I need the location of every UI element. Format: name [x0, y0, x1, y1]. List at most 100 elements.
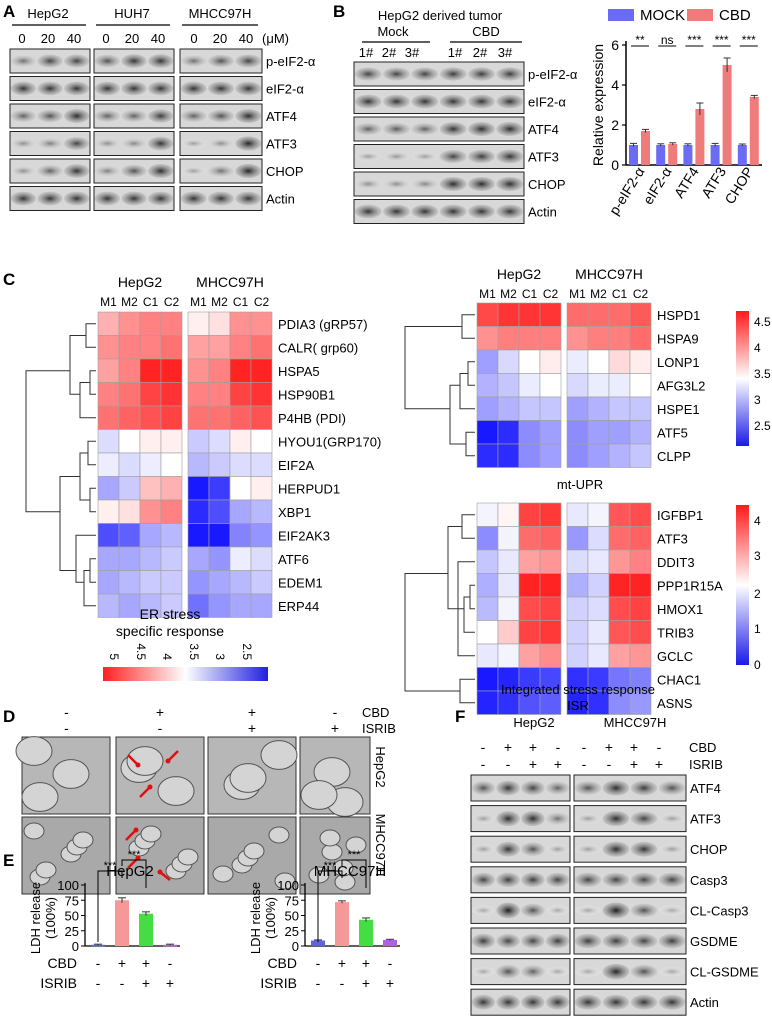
- blot-band: [545, 812, 570, 825]
- heatmap-cell: [476, 349, 499, 374]
- column-label: C2: [543, 287, 559, 301]
- heatmap-cell: [518, 302, 541, 327]
- legend-swatch-mock: [608, 9, 634, 21]
- treatment-sign: +: [529, 756, 537, 772]
- blot-band: [574, 994, 602, 1010]
- blot-band: [411, 94, 439, 109]
- cell-blob: [157, 776, 195, 806]
- blot-band: [383, 67, 410, 81]
- heatmap-cell: [187, 311, 210, 336]
- heatmap-cell: [97, 405, 120, 430]
- treatment-sign: +: [156, 704, 164, 720]
- heatmap-cell: [497, 502, 520, 527]
- chart-title: MHCC97H: [314, 863, 387, 880]
- heatmap-cell: [587, 302, 610, 327]
- dose-label: 0: [18, 31, 25, 46]
- panel-label-e: E: [3, 851, 14, 870]
- heatmap-cell: [566, 596, 589, 621]
- heatmap-cell: [629, 396, 652, 421]
- blot-band: [94, 110, 121, 122]
- y-tick-label: 6: [611, 37, 619, 53]
- y-tick-label: 25: [65, 924, 79, 939]
- gene-label: CALR( grp60): [278, 340, 358, 355]
- ldh-bar: [335, 902, 349, 946]
- heatmap-cell: [139, 570, 162, 595]
- heatmap-cell: [587, 443, 610, 468]
- cell-blob: [319, 829, 341, 847]
- heatmap-cell: [139, 499, 162, 524]
- treatment-sign: -: [168, 955, 173, 971]
- significance-label: ***: [715, 33, 729, 47]
- treatment-sign: +: [338, 955, 346, 971]
- bar-cbd: [695, 109, 705, 165]
- cell-blob: [15, 736, 53, 766]
- blot-band: [574, 933, 602, 949]
- heatmap-cell: [208, 335, 231, 360]
- heatmap-cell: [497, 549, 520, 574]
- heatmap-cell: [97, 358, 120, 383]
- blot-row-label: CHOP: [528, 177, 566, 192]
- heatmap-cell: [497, 643, 520, 668]
- blot-band: [521, 872, 545, 888]
- heatmap-cell: [566, 502, 589, 527]
- heatmap-cell: [497, 396, 520, 421]
- blot-row-label: Actin: [528, 205, 557, 220]
- bar-mock: [710, 145, 720, 165]
- blot-band: [630, 841, 658, 857]
- blot-band: [180, 166, 207, 176]
- heatmap-cell: [608, 349, 631, 374]
- heatmap-cell: [229, 382, 252, 407]
- heatmap-cell: [587, 620, 610, 645]
- blot-band: [602, 872, 630, 887]
- blot-strip: [353, 199, 525, 224]
- bar-mock: [656, 145, 666, 165]
- heatmap-cell: [160, 499, 183, 524]
- gene-label: XBP1: [278, 505, 311, 520]
- row-label-cbd: CBD: [47, 955, 77, 971]
- heatmap-cell: [208, 429, 231, 454]
- heatmap-cell: [139, 429, 162, 454]
- heatmap-cell: [497, 573, 520, 598]
- treatment-sign: +: [630, 739, 638, 755]
- dendrogram-branch: [461, 314, 475, 339]
- panel-f-header: HepG2 MHCC97H CBD ISRIB: [513, 715, 723, 772]
- heatmap-cell: [250, 570, 273, 595]
- ldh-bar: [383, 939, 397, 946]
- blot-band: [208, 191, 234, 206]
- dendrogram-branch: [447, 526, 462, 610]
- heatmap-cell: [160, 523, 183, 548]
- significance-label: ***: [324, 860, 338, 872]
- dendrogram-branch: [404, 326, 462, 410]
- treatment-sign: -: [120, 975, 125, 991]
- legend-tick-label: 5: [107, 653, 121, 660]
- blot-band: [468, 67, 495, 81]
- gene-label: DDIT3: [657, 555, 695, 570]
- heatmap-cell: [160, 476, 183, 501]
- blot-band: [439, 204, 467, 219]
- significance-label: ***: [128, 849, 142, 861]
- blot-band: [545, 781, 570, 795]
- dose-label: 20: [213, 31, 227, 46]
- heatmap-cell: [539, 502, 562, 527]
- blot-band: [354, 67, 382, 81]
- heatmap-cell: [518, 620, 541, 645]
- blot-row-label: ATF4: [266, 109, 297, 124]
- blot-band: [354, 178, 382, 190]
- blot-strip: [353, 144, 525, 169]
- legend-tick-label: 4: [754, 514, 761, 528]
- tumor-title: HepG2 derived tumor: [378, 8, 503, 23]
- blot-band: [496, 964, 520, 979]
- gene-label: AFG3L2: [657, 378, 705, 393]
- column-label: M2: [500, 287, 517, 301]
- heatmap-cell: [250, 452, 273, 477]
- heatmap-cell: [539, 420, 562, 445]
- cell-blob: [229, 763, 267, 793]
- heatmap-cell: [566, 549, 589, 574]
- blot-band: [658, 844, 686, 855]
- blot-band: [602, 780, 630, 796]
- dendrogram-branch: [89, 487, 96, 513]
- heatmap-cell: [629, 526, 652, 551]
- cellline-label-mhcc97h: MHCC97H: [604, 715, 667, 730]
- blot-band: [471, 844, 496, 855]
- significance-bracket: [121, 859, 147, 888]
